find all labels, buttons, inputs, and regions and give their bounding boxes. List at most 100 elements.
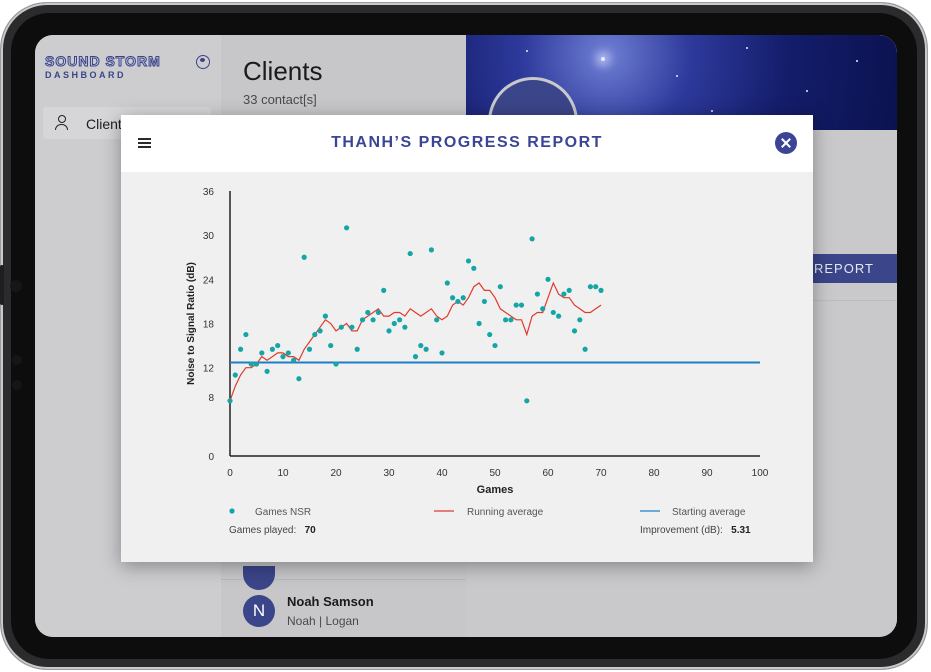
account-circle-icon[interactable] — [196, 55, 210, 69]
data-point — [598, 287, 604, 293]
data-point — [571, 328, 578, 334]
improvement-stat: Improvement (dB): 5.31 — [640, 525, 751, 536]
data-point — [238, 346, 244, 352]
data-point — [322, 313, 328, 319]
data-point — [593, 284, 599, 290]
legend-point-marker — [229, 508, 235, 514]
data-point — [317, 328, 323, 334]
legend-running-average: Running average — [467, 507, 544, 518]
app-logo-subtitle: DASHBOARD — [45, 70, 126, 80]
data-point — [391, 320, 397, 327]
star-shape — [856, 60, 858, 62]
data-point — [227, 398, 233, 404]
running-average-line — [229, 281, 602, 402]
data-point — [434, 317, 440, 323]
games-played-label: Games played: — [229, 525, 297, 536]
page-title: Clients — [243, 56, 323, 86]
y-tick-label: 36 — [203, 187, 215, 198]
data-point — [561, 291, 567, 297]
modal-title: THANH’S PROGRESS REPORT — [331, 134, 603, 151]
data-point — [232, 372, 238, 378]
data-point — [566, 287, 572, 293]
legend-games-nsr: Games NSR — [255, 507, 312, 518]
data-point — [248, 361, 254, 367]
y-tick-label: 0 — [208, 452, 214, 463]
improvement-label: Improvement (dB): — [640, 525, 723, 536]
data-point — [338, 324, 344, 330]
modal-header: THANH’S PROGRESS REPORT — [121, 115, 813, 172]
x-tick-label: 60 — [542, 468, 554, 479]
data-point — [412, 354, 419, 360]
data-point — [264, 368, 270, 374]
y-tick-label: 30 — [203, 231, 215, 242]
data-point — [529, 236, 535, 242]
data-point — [375, 309, 381, 316]
list-item[interactable]: N Noah Samson Noah | Logan — [221, 566, 466, 637]
data-point — [354, 346, 360, 352]
data-point — [550, 309, 556, 316]
data-point — [306, 346, 313, 352]
y-axis-label: Noise to Signal Ratio (dB) — [186, 262, 197, 385]
client-subtitle: Noah | Logan — [287, 614, 359, 628]
data-point — [423, 346, 429, 352]
data-point — [556, 313, 562, 319]
person-icon — [55, 115, 69, 131]
x-tick-label: 20 — [330, 468, 342, 479]
data-point — [365, 309, 371, 316]
data-point — [333, 361, 339, 367]
data-point — [259, 350, 265, 356]
data-point — [280, 354, 286, 360]
progress-chart: 0 8 12 18 24 30 36 0 10 20 30 40 50 60 70 80 90 100 Games N… — [186, 187, 769, 514]
y-tick-label: 8 — [208, 393, 214, 404]
data-point — [269, 346, 275, 352]
data-point — [291, 357, 297, 363]
data-point — [439, 350, 445, 356]
divider — [802, 300, 897, 301]
data-point — [402, 324, 408, 330]
avatar — [243, 566, 275, 590]
client-name: Noah Samson — [287, 594, 374, 609]
app-screen: SOUND STORM DASHBOARD Clients Clients 33… — [35, 35, 897, 637]
data-point — [407, 250, 413, 257]
star-shape — [601, 57, 605, 61]
data-point — [312, 331, 318, 338]
app-logo-title: SOUND STORM — [45, 53, 161, 70]
y-tick-label: 24 — [203, 275, 215, 286]
data-point — [328, 342, 334, 349]
x-tick-label: 40 — [436, 468, 448, 479]
data-point — [450, 295, 456, 301]
star-shape — [746, 47, 748, 49]
data-point — [518, 302, 525, 308]
data-point — [481, 298, 487, 305]
data-point — [540, 306, 546, 312]
data-point — [296, 376, 302, 382]
data-point — [301, 254, 307, 260]
y-tick-label: 12 — [203, 364, 215, 375]
data-point — [460, 295, 466, 301]
x-axis-label: Games — [477, 484, 514, 496]
data-point — [381, 287, 387, 293]
data-point — [487, 331, 493, 338]
volume-button — [0, 265, 4, 305]
star-shape — [711, 110, 713, 112]
data-point — [534, 291, 540, 297]
data-point — [444, 280, 450, 286]
hamburger-menu-icon[interactable] — [138, 138, 151, 149]
data-point — [577, 317, 583, 323]
data-point — [497, 284, 503, 290]
clients-count: 33 contact[s] — [243, 92, 317, 107]
data-point — [418, 342, 424, 349]
data-point — [545, 276, 551, 282]
legend-starting-average: Starting average — [672, 507, 746, 518]
report-button[interactable]: REPORT — [802, 254, 897, 283]
x-tick-label: 0 — [227, 468, 233, 479]
data-point — [465, 258, 472, 264]
data-point — [455, 298, 461, 305]
x-tick-label: 100 — [752, 468, 769, 479]
sensor-dot — [12, 380, 22, 390]
data-point — [243, 331, 249, 338]
data-point — [386, 328, 392, 334]
x-tick-label: 90 — [701, 468, 713, 479]
x-tick-label: 10 — [277, 468, 289, 479]
close-icon[interactable] — [775, 132, 797, 154]
